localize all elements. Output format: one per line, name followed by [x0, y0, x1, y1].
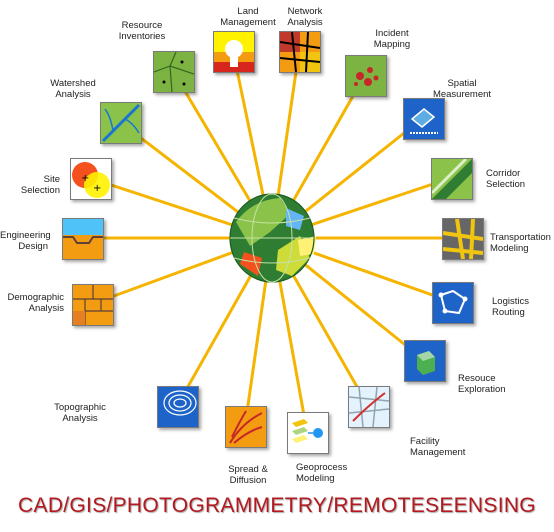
label-geoprocess-modeling: Geoprocess Modeling [296, 462, 348, 484]
label-transportation-modeling: Transportation Modeling [490, 232, 551, 254]
corridor-selection-icon [431, 158, 473, 200]
label-corridor-selection: Corridor Selection [486, 168, 526, 190]
facility-management-icon [348, 386, 390, 428]
resource-exploration-icon [404, 340, 446, 382]
label-topographic-analysis: Topographic Analysis [54, 402, 106, 424]
engineering-design-icon [62, 218, 104, 260]
label-watershed-analysis: Watershed Analysis [50, 78, 96, 100]
topographic-analysis-icon [157, 386, 199, 428]
label-incident-mapping: Incident Mapping [373, 28, 411, 50]
label-spread-diffusion: Spread & Diffusion [228, 464, 268, 486]
label-resource-inventories: Resource Inventories [118, 20, 166, 42]
label-engineering-design: Engineering Design [0, 230, 51, 252]
svg-text:+: + [81, 173, 89, 184]
logistics-routing-icon [432, 282, 474, 324]
watershed-analysis-icon [100, 102, 142, 144]
network-analysis-icon [279, 31, 321, 73]
demographic-analysis-icon [72, 284, 114, 326]
label-site-selection: Site Selection [20, 174, 60, 196]
label-facility-management: Facility Management [410, 436, 466, 458]
spread-diffusion-icon [225, 406, 267, 448]
label-logistics-routing: Logistics Routing [492, 296, 529, 318]
transportation-modeling-icon [442, 218, 484, 260]
label-spatial-measurement: Spatial Measurement [432, 78, 492, 100]
label-land-management: Land Management [220, 6, 276, 28]
label-demographic-analysis: Demographic Analysis [7, 292, 65, 314]
globe-icon [229, 193, 316, 283]
spatial-measurement-icon [403, 98, 445, 140]
incident-mapping-icon [345, 55, 387, 97]
page-title: CAD/GIS/PHOTOGRAMMETRY/REMOTESEENSING [18, 494, 536, 517]
svg-text:+: + [93, 183, 101, 194]
resource-inventories-icon [153, 51, 195, 93]
site-selection-icon: + + [70, 158, 112, 200]
land-management-icon [213, 31, 255, 73]
geoprocess-modeling-icon [287, 412, 329, 454]
label-resouce-exploration: Resouce Exploration [458, 373, 506, 395]
label-network-analysis: Network Analysis [287, 6, 323, 28]
